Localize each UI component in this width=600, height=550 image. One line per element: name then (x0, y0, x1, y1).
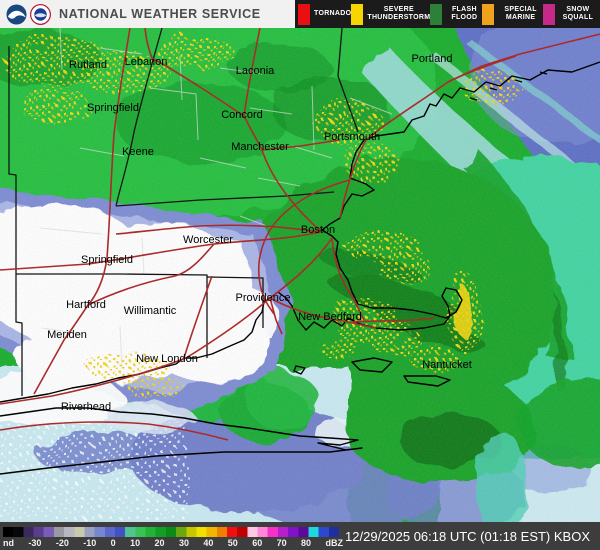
reflectivity-colorbar (3, 526, 339, 537)
warning-legend: TORNADO SEVERE THUNDERSTORM FLASH FLOOD … (295, 0, 600, 28)
tornado-swatch (298, 3, 310, 25)
scale-tick-label: nd (3, 537, 14, 548)
city-label-laconia: Laconia (235, 65, 275, 77)
scale-tick-label: 50 (227, 537, 238, 548)
city-label-springfield-vt: Springfield (87, 102, 139, 114)
nws-logo-icon (30, 3, 51, 25)
city-label-concord: Concord (221, 109, 263, 121)
app-title: NATIONAL WEATHER SERVICE (59, 7, 261, 21)
city-label-manchester: Manchester (231, 141, 289, 153)
scale-tick-label: 60 (252, 537, 263, 548)
city-label-worcester: Worcester (183, 234, 233, 246)
header-bar: NATIONAL WEATHER SERVICE TORNADO SEVERE … (0, 0, 600, 28)
snow-squall-swatch (542, 3, 555, 25)
legend-item-snow-squall: SNOW SQUALL (542, 2, 597, 26)
legend-item-tornado: TORNADO (298, 2, 351, 26)
scale-tick-label: -30 (28, 537, 42, 548)
city-label-lebanon: Lebanon (124, 56, 168, 68)
snow-squall-label: SNOW SQUALL (562, 5, 594, 21)
county-borders (39, 28, 393, 369)
legend-item-severe-thunderstorm: SEVERE THUNDERSTORM (351, 2, 430, 26)
city-label-new-bedford: New Bedford (298, 311, 362, 323)
scale-tick-label: 40 (203, 537, 214, 548)
flash-flood-swatch (430, 3, 443, 25)
city-label-nantucket: Nantucket (422, 359, 472, 371)
severe-thunderstorm-swatch (351, 3, 364, 25)
city-label-boston: Boston (300, 224, 336, 236)
radar-map-surface[interactable]: Rutland Lebanon Laconia Springfield Conc… (0, 28, 600, 522)
special-marine-label: SPECIAL MARINE (504, 5, 537, 21)
city-label-meriden: Meriden (47, 329, 87, 341)
scale-tick-label: dBZ (325, 537, 343, 548)
city-label-hartford: Hartford (66, 299, 106, 311)
state-borders (8, 28, 359, 396)
city-label-keene: Keene (122, 146, 154, 158)
timestamp: 12/29/2025 06:18 UTC (01:18 EST) KBOX (345, 528, 590, 544)
legend-item-special-marine: SPECIAL MARINE (482, 2, 542, 26)
city-label-willimantic: Willimantic (123, 305, 177, 317)
city-label-portsmouth: Portsmouth (323, 131, 381, 143)
flash-flood-label: FLASH FLOOD (451, 5, 478, 21)
footer-bar: nd -30 -20 -10 0 10 20 30 40 50 60 70 80… (0, 522, 600, 550)
city-label-rutland: Rutland (69, 59, 107, 71)
header-branding: NATIONAL WEATHER SERVICE (0, 0, 295, 28)
scale-tick-label: -20 (55, 537, 69, 548)
city-label-springfield-ma: Springfield (81, 254, 133, 266)
radar-imagery (0, 28, 600, 522)
noaa-logo-icon (6, 3, 27, 25)
scale-tick-label: 70 (276, 537, 287, 548)
city-label-portland: Portland (411, 53, 453, 65)
highways (0, 28, 600, 441)
city-label-providence: Providence (235, 292, 291, 304)
scale-tick-label: 10 (130, 537, 141, 548)
severe-thunderstorm-label: SEVERE THUNDERSTORM (367, 5, 431, 21)
legend-item-flash-flood: FLASH FLOOD (430, 2, 482, 26)
city-label-new-london: New London (136, 353, 198, 365)
scale-tick-label: 30 (178, 537, 189, 548)
tornado-label: TORNADO (314, 9, 352, 17)
coastline (0, 61, 600, 475)
scale-tick-label: 0 (110, 537, 116, 548)
scale-tick-label: -10 (83, 537, 97, 548)
scale-tick-labels: nd -30 -20 -10 0 10 20 30 40 50 60 70 80… (3, 538, 343, 548)
special-marine-swatch (482, 3, 495, 25)
scale-tick-label: 20 (154, 537, 165, 548)
reflectivity-scale: nd -30 -20 -10 0 10 20 30 40 50 60 70 80… (0, 525, 344, 548)
scale-tick-label: 80 (301, 537, 312, 548)
city-label-riverhead: Riverhead (60, 401, 112, 413)
